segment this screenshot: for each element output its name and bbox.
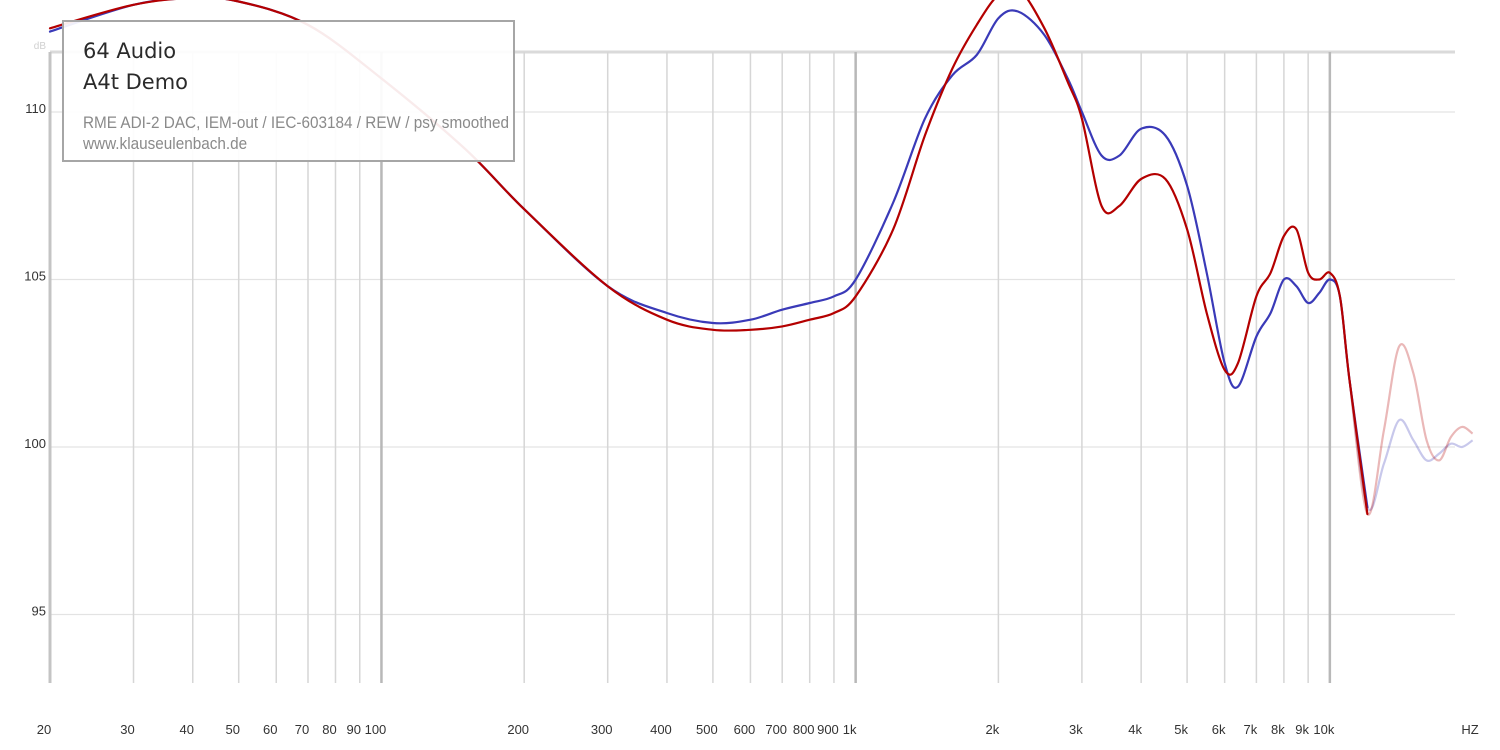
x-tick-label: 200 bbox=[507, 722, 529, 737]
x-tick-label: 8k bbox=[1271, 722, 1285, 737]
series-2-faded-tail bbox=[1348, 343, 1474, 516]
x-tick-label: 40 bbox=[180, 722, 194, 737]
x-tick-label: 600 bbox=[734, 722, 756, 737]
x-tick-label: 6k bbox=[1212, 722, 1226, 737]
series-1-faded-tail bbox=[1348, 379, 1474, 512]
y-tick-label: 110 bbox=[25, 101, 46, 116]
x-tick-label: 7k bbox=[1244, 722, 1258, 737]
series-curves bbox=[48, 0, 1474, 516]
x-tick-label: 20 bbox=[37, 722, 51, 737]
x-tick-label: 5k bbox=[1174, 722, 1188, 737]
x-tick-label: 80 bbox=[322, 722, 336, 737]
x-tick-label: 2k bbox=[986, 722, 1000, 737]
x-tick-label: 4k bbox=[1128, 722, 1142, 737]
x-tick-label: 3k bbox=[1069, 722, 1083, 737]
legend-brand: 64 Audio bbox=[83, 39, 177, 63]
y-tick-label: 100 bbox=[24, 436, 46, 451]
chart-legend-box: 64 Audio A4t Demo RME ADI-2 DAC, IEM-out… bbox=[62, 20, 515, 162]
axis-ticks: 9095100105110115120203040506070809010020… bbox=[24, 41, 1478, 737]
x-tick-label: 1k bbox=[843, 722, 857, 737]
x-tick-label: 800 bbox=[793, 722, 815, 737]
x-tick-label: 30 bbox=[120, 722, 134, 737]
x-tick-label: 9k bbox=[1295, 722, 1309, 737]
x-tick-label: 50 bbox=[225, 722, 239, 737]
series-2-line bbox=[48, 0, 1369, 516]
legend-website: www.klauseulenbach.de bbox=[83, 134, 248, 153]
x-tick-label: 900 bbox=[817, 722, 839, 737]
x-tick-label: 10k bbox=[1313, 722, 1334, 737]
y-tick-label: 95 bbox=[32, 604, 46, 619]
x-tick-label: 300 bbox=[591, 722, 613, 737]
x-tick-label: 70 bbox=[295, 722, 309, 737]
x-tick-label: 400 bbox=[650, 722, 672, 737]
x-tick-label: 700 bbox=[765, 722, 787, 737]
x-tick-label: 60 bbox=[263, 722, 277, 737]
legend-measurement-setup: RME ADI-2 DAC, IEM-out / IEC-603184 / RE… bbox=[83, 113, 509, 132]
y-unit-label: dB bbox=[34, 41, 47, 52]
x-tick-label: 500 bbox=[696, 722, 718, 737]
legend-model: A4t Demo bbox=[83, 70, 189, 94]
x-tick-label: 90 bbox=[347, 722, 361, 737]
x-tick-label: 100 bbox=[365, 722, 387, 737]
y-tick-label: 105 bbox=[24, 269, 46, 284]
x-unit-label: HZ bbox=[1461, 722, 1478, 737]
